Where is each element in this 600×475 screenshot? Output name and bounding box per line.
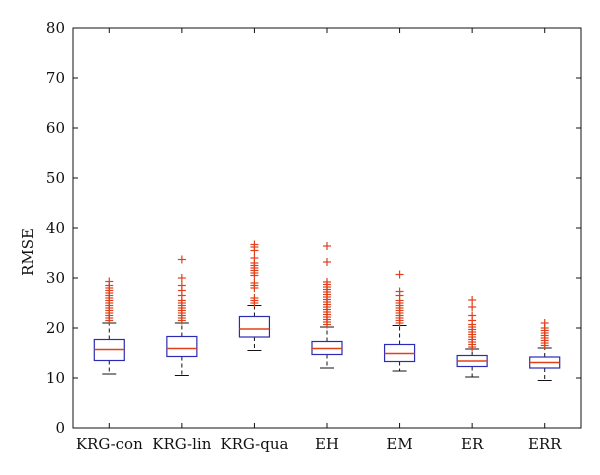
box-group (383, 270, 416, 372)
x-tick-label: ER (461, 435, 484, 453)
x-tick-label: KRG-qua (220, 435, 288, 453)
x-tick-label: KRG-lin (152, 435, 211, 453)
y-tick-label: 0 (55, 419, 65, 437)
y-tick-label: 50 (46, 169, 65, 187)
y-tick-label: 10 (46, 369, 65, 387)
iqr-box (238, 315, 271, 338)
y-axis-label: RMSE (19, 228, 37, 276)
iqr-box (166, 335, 198, 358)
box-group (166, 255, 198, 376)
box-group (311, 242, 343, 369)
box-group (456, 296, 488, 378)
box-group (93, 277, 125, 375)
box-group (529, 319, 561, 381)
y-tick-label: 70 (46, 69, 65, 87)
x-tick-label: EH (315, 435, 339, 453)
y-tick-label: 30 (46, 269, 65, 287)
y-tick-label: 20 (46, 319, 65, 337)
y-tick-label: 60 (46, 119, 65, 137)
y-tick-label: 40 (46, 219, 65, 237)
x-tick-label: ERR (528, 435, 562, 453)
x-tick-label: EM (386, 435, 412, 453)
x-tick-label: KRG-con (76, 435, 143, 453)
y-tick-label: 80 (46, 19, 65, 37)
box-group (238, 240, 271, 351)
